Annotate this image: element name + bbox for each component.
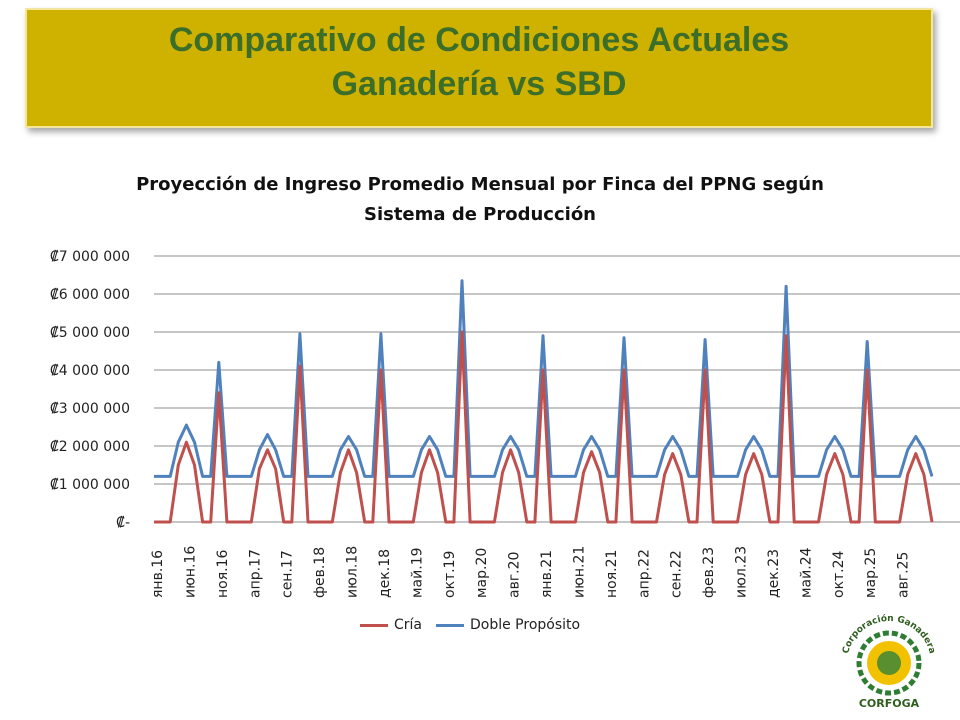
chart-title-line2: Sistema de Producción [363,204,596,225]
x-tick-label: сен.22 [669,550,685,598]
logo-cattle-head [877,651,901,675]
x-tick-label: июн.16 [182,546,198,598]
corfoga-logo: Corporación Ganadera CORFOGA [841,613,937,710]
x-tick-label: мар.20 [474,548,490,598]
y-tick-label: ₡6 000 000 [50,287,130,303]
y-tick-label: ₡1 000 000 [50,477,130,493]
slide-title-line2: Ganadería vs SBD [331,65,627,103]
gridlines [154,255,960,523]
y-tick-label: ₡4 000 000 [50,363,130,379]
x-tick-label: июн.21 [571,546,587,598]
x-tick-label: сен.17 [280,550,296,598]
y-axis-tick-labels: ₡- ₡1 000 000 ₡2 000 000 ₡3 000 000 ₡4 000 0… [50,249,130,531]
legend-swatch-cria [360,623,388,627]
x-tick-label: фев.18 [312,547,328,598]
x-tick-label: ноя.21 [604,550,620,598]
chart-legend: Cría Doble Propósito [360,617,580,633]
chart-title: Proyección de Ingreso Promedio Mensual p… [60,170,900,230]
series-line-doble-proposito [154,279,934,478]
x-tick-label: июл.23 [734,546,750,598]
x-tick-label: дек.23 [766,549,782,598]
x-tick-label: май.24 [798,547,814,598]
x-tick-label: мар.25 [863,548,879,598]
x-tick-label: янв.16 [150,550,166,598]
y-tick-label: ₡5 000 000 [50,325,130,341]
y-tick-label: ₡- [116,515,130,531]
x-tick-label: янв.21 [539,550,555,598]
slide-title: Comparativo de Condiciones Actuales Gana… [27,18,931,106]
x-tick-label: апр.17 [247,549,263,598]
x-tick-label: апр.22 [636,549,652,598]
x-tick-label: авг.20 [507,552,523,598]
slide-title-line1: Comparativo de Condiciones Actuales [168,21,790,59]
legend-item-cria: Cría [360,617,422,633]
y-tick-label: ₡3 000 000 [50,401,130,417]
x-tick-label: июл.18 [345,546,361,598]
legend-item-doble-proposito: Doble Propósito [436,617,580,633]
legend-swatch-doble-proposito [436,623,464,627]
x-axis-tick-labels: янв.16 июн.16 ноя.16 апр.17 сен.17 фев.18 июл.… [150,546,912,598]
x-tick-label: окт.19 [442,551,458,598]
series-lines [154,279,934,524]
title-banner: Comparativo de Condiciones Actuales Gana… [25,8,933,128]
y-tick-label: ₡2 000 000 [50,439,130,455]
legend-label-doble-proposito: Doble Propósito [470,617,581,633]
series-line-cria [154,330,934,524]
x-tick-label: окт.24 [831,550,847,598]
x-tick-label: дек.18 [377,549,393,598]
chart-title-line1: Proyección de Ingreso Promedio Mensual p… [136,174,824,195]
gear-ring [856,630,922,696]
x-tick-label: авг.25 [896,552,912,598]
y-tick-label: ₡7 000 000 [50,249,130,265]
x-tick-label: фев.23 [701,547,717,598]
x-tick-label: ноя.16 [215,550,231,598]
legend-label-cria: Cría [394,617,422,633]
logo-corfoga-text: CORFOGA [859,697,920,710]
x-tick-label: май.19 [409,547,425,598]
